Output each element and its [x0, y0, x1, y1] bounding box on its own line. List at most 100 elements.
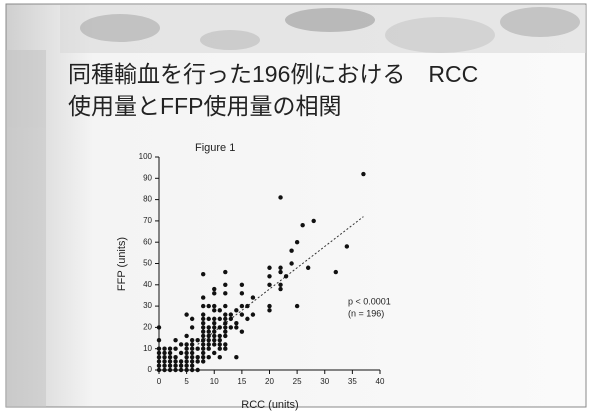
point — [167, 355, 173, 360]
point — [234, 320, 239, 326]
point — [239, 329, 245, 334]
point — [201, 329, 206, 334]
y-tick-label: 10 — [143, 344, 152, 353]
annotation: (n = 196) — [348, 308, 384, 318]
point — [201, 303, 206, 309]
point — [184, 346, 189, 351]
point — [250, 295, 256, 300]
point — [223, 316, 228, 322]
point — [212, 329, 217, 334]
x-tick-label: 25 — [293, 377, 302, 386]
point — [278, 265, 283, 270]
point — [195, 337, 200, 343]
point — [278, 282, 283, 287]
point — [289, 248, 294, 253]
point — [217, 346, 222, 351]
x-tick-label: 10 — [210, 377, 219, 386]
point — [239, 303, 245, 309]
point — [212, 342, 217, 347]
x-tick-label: 40 — [376, 377, 385, 386]
point — [189, 355, 195, 360]
point — [189, 346, 195, 351]
point — [167, 346, 173, 351]
point — [156, 346, 162, 351]
point — [212, 333, 217, 339]
point — [212, 325, 217, 330]
point — [217, 333, 222, 339]
point — [250, 312, 256, 317]
x-tick-label: 5 — [184, 377, 189, 386]
point — [283, 274, 289, 279]
point — [206, 346, 211, 351]
point — [184, 312, 189, 317]
point — [156, 337, 162, 343]
point — [201, 355, 206, 360]
point — [206, 329, 211, 334]
point — [201, 320, 206, 326]
slide-background — [5, 3, 587, 408]
point — [167, 363, 173, 368]
y-tick-label: 30 — [143, 301, 152, 310]
point — [239, 291, 245, 296]
point — [361, 171, 366, 177]
point — [212, 303, 217, 309]
point — [189, 359, 195, 364]
point — [234, 355, 239, 360]
point — [223, 291, 228, 296]
point — [189, 337, 195, 343]
point — [178, 367, 184, 373]
point — [173, 367, 178, 373]
point — [162, 359, 167, 364]
point — [178, 350, 184, 356]
chart-title: Figure 1 — [195, 142, 235, 154]
point — [206, 355, 211, 360]
point — [212, 350, 217, 356]
point — [162, 350, 167, 356]
point — [206, 337, 211, 343]
point — [206, 316, 211, 322]
y-tick-label: 60 — [143, 237, 152, 246]
point — [278, 286, 283, 292]
point — [267, 265, 272, 270]
leaf-decoration — [6, 5, 586, 407]
point — [217, 316, 222, 322]
point — [278, 195, 283, 200]
point — [234, 308, 239, 313]
slide-title: 同種輸血を行った196例における RCC — [68, 61, 478, 87]
point — [217, 355, 222, 360]
point — [201, 325, 206, 330]
point — [206, 325, 211, 330]
point — [178, 359, 184, 364]
point — [311, 218, 316, 224]
y-tick-label: 20 — [143, 323, 152, 332]
point — [267, 303, 272, 309]
point — [223, 325, 228, 330]
x-tick-label: 15 — [237, 377, 246, 386]
point — [189, 325, 195, 330]
point — [184, 355, 189, 360]
point — [167, 367, 173, 373]
point — [156, 325, 162, 330]
point — [267, 274, 272, 279]
point — [173, 359, 178, 364]
point — [223, 333, 228, 339]
point — [217, 337, 222, 343]
point — [217, 325, 222, 330]
point — [156, 355, 162, 360]
point — [245, 316, 250, 322]
point — [212, 286, 217, 292]
point — [300, 222, 305, 228]
point — [234, 325, 239, 330]
point — [156, 350, 162, 356]
point — [173, 363, 178, 368]
point — [189, 363, 195, 368]
point — [212, 320, 217, 326]
point — [184, 367, 189, 373]
point — [217, 342, 222, 347]
point — [162, 355, 167, 360]
point — [305, 265, 311, 270]
point — [167, 350, 173, 356]
point — [212, 316, 217, 322]
y-tick-label: 70 — [143, 216, 152, 225]
point — [189, 350, 195, 356]
